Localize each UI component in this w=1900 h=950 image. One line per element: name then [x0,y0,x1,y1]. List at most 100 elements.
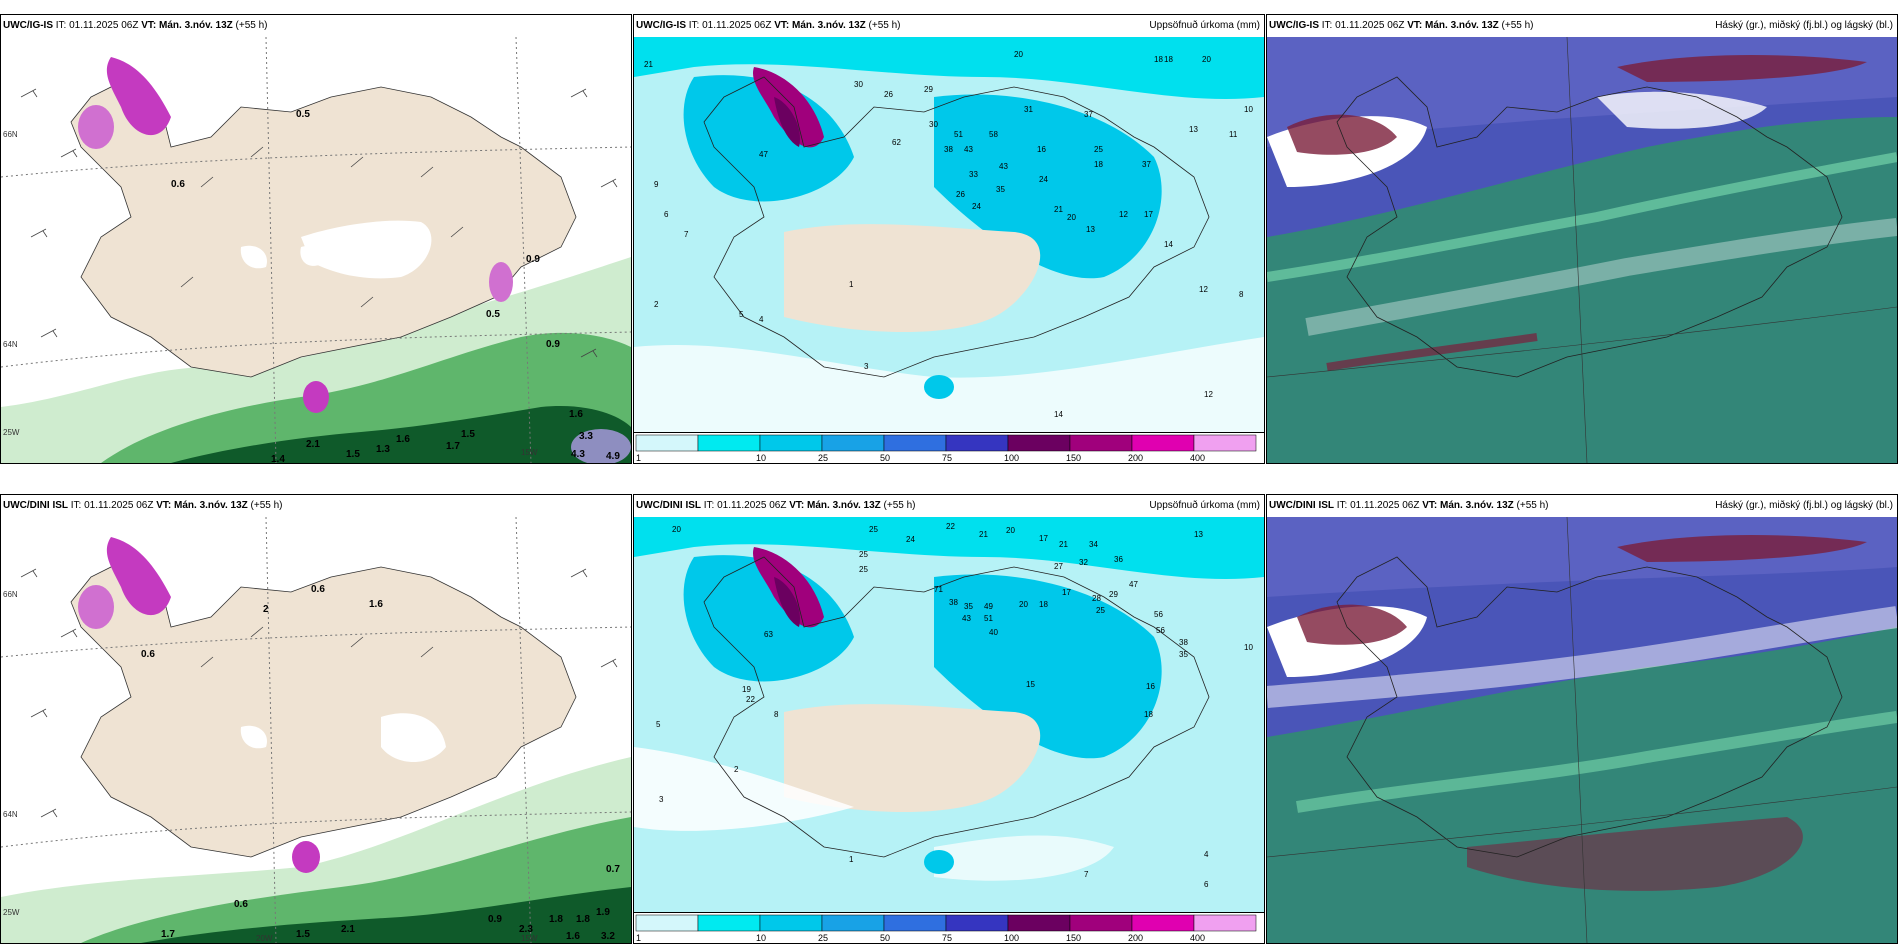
value-label: 43 [962,614,971,623]
value-label: 20 [1019,600,1028,609]
value-label: 4 [1204,850,1209,859]
value-label: 14 [1164,240,1173,249]
value-label: 13 [1194,530,1203,539]
value-label: 16 [1037,145,1046,154]
colorbar-tick: 150 [1066,933,1081,943]
colorbar-swatch [1193,434,1257,452]
value-label: 9 [654,180,659,189]
value-label: 0.7 [606,864,620,875]
value-label: 0.9 [546,339,560,350]
colorbar-swatch [759,914,823,932]
value-label: 38 [1179,638,1188,647]
value-label: 24 [1039,175,1048,184]
value-label: 29 [924,85,933,94]
vt-label: VT: [1422,500,1438,511]
lon-label: 15W [521,448,538,457]
colorbar-tick: 200 [1128,933,1143,943]
value-label: 1.9 [596,907,610,918]
value-label: 16 [1146,682,1155,691]
model-name: UWC/DINI ISL [636,500,701,511]
model-name: UWC/DINI ISL [1269,500,1334,511]
colorbar-swatch [1131,434,1195,452]
lat-label: 66N [3,130,18,139]
lead-time: (+55 h) [883,500,916,511]
lead-time: (+55 h) [1516,500,1549,511]
value-label: 0.6 [141,649,155,660]
lon-label: 25W [3,908,20,917]
value-label: 0.6 [234,899,248,910]
value-label: 51 [954,130,963,139]
value-label: 5 [656,720,661,729]
panel-header: UWC/IG-IS IT: 01.11.2025 06Z VT: Mán. 3.… [1267,15,1897,37]
colorbar-tick: 400 [1190,933,1205,943]
value-label: 3.3 [579,431,593,442]
value-label: 1 [849,280,854,289]
lat-label: 66N [3,590,18,599]
lat-label: 64N [3,340,18,349]
value-label: 22 [946,522,955,531]
colorbar-swatch [1131,914,1195,932]
lead-time: (+55 h) [250,500,283,511]
value-label: 25 [869,525,878,534]
value-label: 20 [1006,526,1015,535]
colorbar-tick: 10 [756,933,766,943]
value-label: 10 [1244,105,1253,114]
value-label: 25 [1096,606,1105,615]
panel-header: UWC/DINI ISL IT: 01.11.2025 06Z VT: Mán.… [1,495,631,517]
colorbar-swatch [883,434,947,452]
map-cloud-cover [1267,517,1897,943]
value-label: 18 [1039,600,1048,609]
value-label: 2.3 [519,924,533,935]
vt-value: Mán. 3.nóv. 13Z [807,500,881,511]
colorbar-tick: 10 [756,453,766,463]
colorbar-tick: 1 [636,933,641,943]
value-label: 21 [644,60,653,69]
panel-cloud-cover-igis: UWC/IG-IS IT: 01.11.2025 06Z VT: Mán. 3.… [1266,14,1898,464]
value-label: 40 [989,628,998,637]
value-label: 19 [742,685,751,694]
colorbar-tick: 100 [1004,453,1019,463]
it-value: 01.11.2025 06Z [717,500,787,511]
value-label: 28 [1092,594,1101,603]
value-label: 35 [1179,650,1188,659]
colorbar-tick: 25 [818,933,828,943]
value-label: 3.2 [601,931,615,942]
lon-label: 20W [256,934,273,943]
value-label: 6 [1204,880,1209,889]
map-accumulated-precip: 21 30 26 29 20 18 18 20 10 47 62 30 51 5… [634,37,1264,463]
colorbar-swatch [697,914,761,932]
it-label: IT: [55,20,67,31]
value-label: 11 [1229,130,1238,139]
vt-label: VT: [789,500,805,511]
value-label: 0.9 [526,254,540,265]
colorbar-swatch [1007,914,1071,932]
field-title: Háský (gr.), miðský (fj.bl.) og lágský (… [1715,20,1893,31]
value-label: 1.5 [346,449,360,460]
colorbar-tick: 200 [1128,453,1143,463]
model-name: UWC/IG-IS [636,20,686,31]
value-label: 71 [934,585,943,594]
value-label: 1.5 [461,429,475,440]
value-label: 56 [1156,626,1165,635]
value-label: 20 [1202,55,1211,64]
value-label: 18 [1094,160,1103,169]
vt-value: Mán. 3.nóv. 13Z [174,500,248,511]
lon-label: 15W [521,934,538,943]
value-label: 29 [1109,590,1118,599]
value-label: 21 [1059,540,1068,549]
value-label: 0.6 [311,584,325,595]
value-label: 21 [979,530,988,539]
panel-wind-precip-dini: UWC/DINI ISL IT: 01.11.2025 06Z VT: Mán.… [0,494,632,944]
value-label: 32 [1079,558,1088,567]
value-label: 1.4 [271,454,285,463]
lon-label: 25W [3,428,20,437]
vt-value: Mán. 3.nóv. 13Z [1440,500,1514,511]
value-label: 2.1 [306,439,320,450]
value-label: 2 [734,765,739,774]
value-label: 17 [1144,210,1153,219]
colorbar-swatch [1193,914,1257,932]
value-label: 6 [664,210,669,219]
vt-value: Mán. 3.nóv. 13Z [159,20,233,31]
value-label: 30 [929,120,938,129]
panel-accumulated-precip-igis: UWC/IG-IS IT: 01.11.2025 06Z VT: Mán. 3.… [633,14,1265,464]
